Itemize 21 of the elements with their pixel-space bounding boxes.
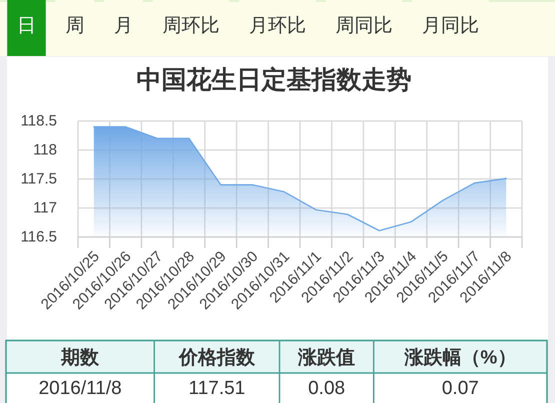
category-label: 周环比 — [162, 16, 220, 36]
text: 117.51 — [188, 378, 246, 399]
category-label: 日 — [17, 16, 36, 36]
text: 0.08 — [308, 378, 346, 399]
text: 2016/11/8 — [38, 378, 122, 399]
y-tick-label: 117 — [33, 200, 57, 216]
y-tick-label: 118 — [33, 142, 57, 158]
category-label: 涨跌幅（%） — [403, 347, 516, 368]
category-label: 月同比 — [422, 16, 479, 36]
y-tick-label: 116.5 — [20, 228, 57, 246]
category-label: 期数 — [60, 347, 100, 368]
category-label: 周 — [66, 16, 84, 36]
y-tick-label: 117.5 — [20, 170, 57, 188]
category-label: 涨跌值 — [297, 347, 356, 368]
category-label: 价格指数 — [178, 347, 256, 368]
text: 0.07 — [442, 378, 479, 399]
category-label: 月 — [114, 16, 133, 36]
y-tick-label: 118.5 — [20, 112, 57, 130]
category-label: 周同比 — [336, 16, 392, 36]
chart-title: 中国花生日定基指数走势 — [136, 66, 412, 94]
category-label: 月环比 — [249, 16, 306, 36]
